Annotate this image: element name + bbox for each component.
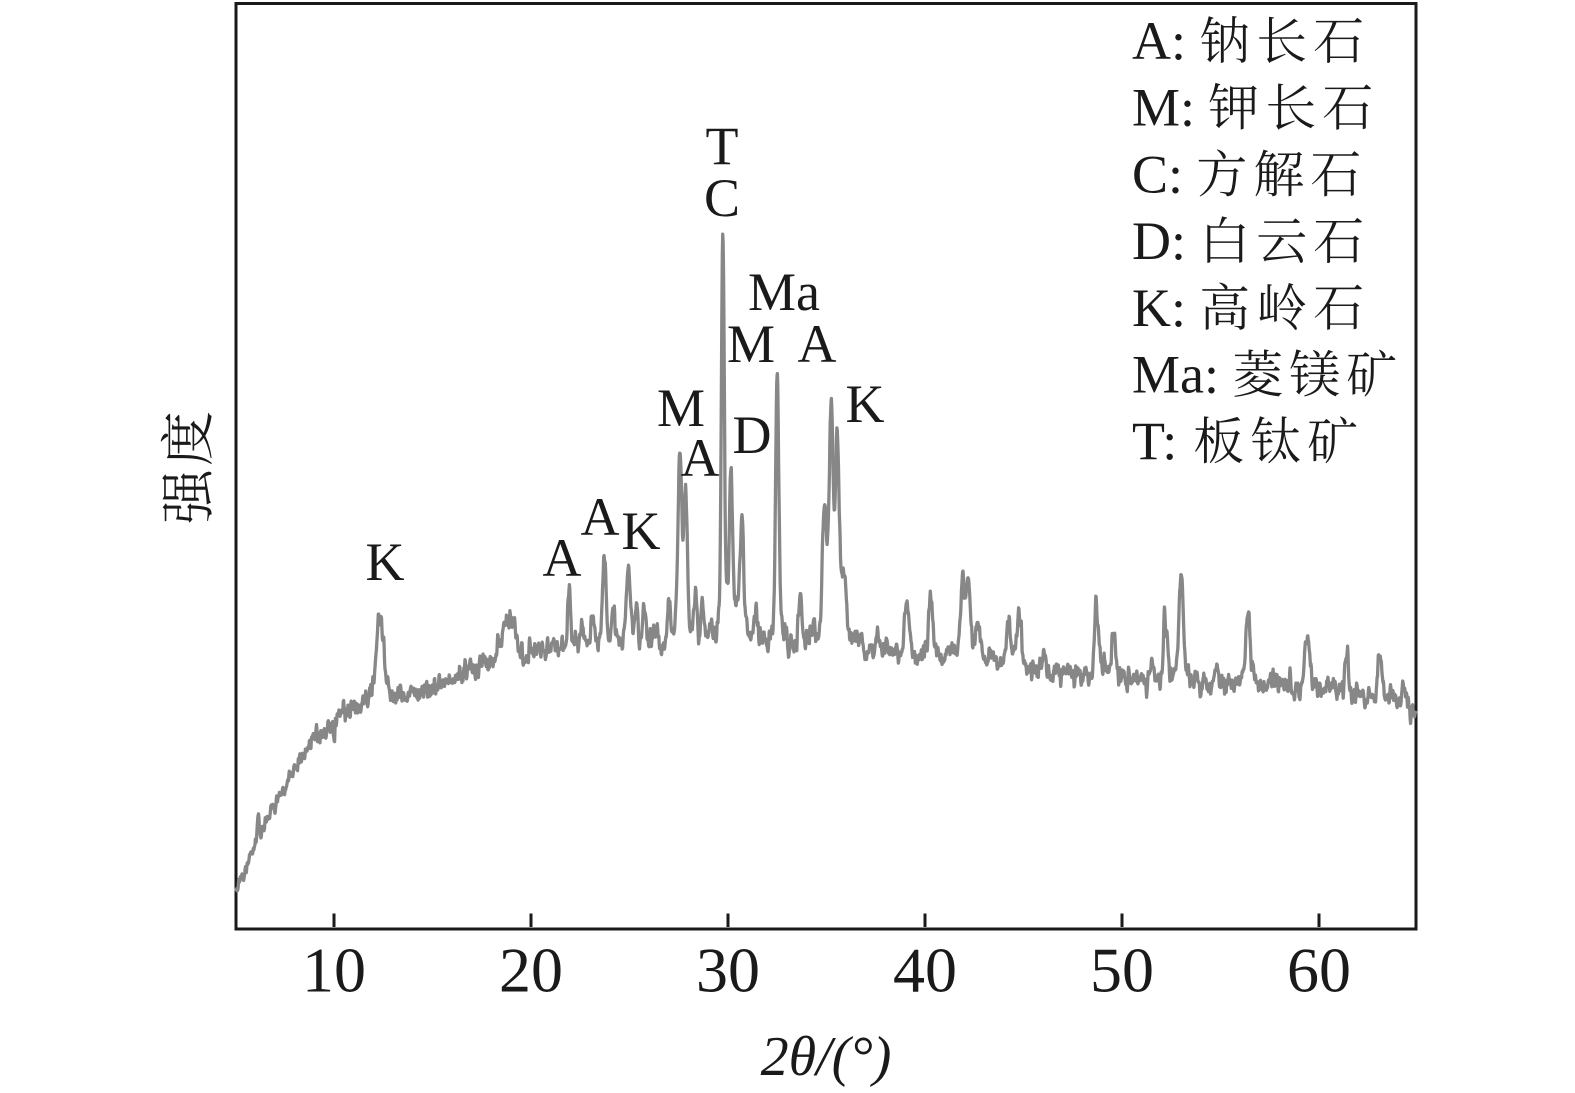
svg-text:K: K	[622, 501, 661, 561]
svg-text:20: 20	[499, 935, 563, 1006]
svg-text:C:: C:	[1132, 144, 1183, 204]
svg-text:K: K	[366, 532, 405, 592]
svg-text:60: 60	[1287, 935, 1351, 1006]
svg-text:A: A	[798, 314, 837, 374]
svg-text:Ma: Ma	[748, 262, 820, 322]
svg-text:A:: A:	[1132, 11, 1186, 71]
svg-text:M: M	[727, 314, 775, 374]
svg-text:30: 30	[696, 935, 760, 1006]
svg-text:2θ/(°): 2θ/(°)	[761, 1026, 892, 1088]
svg-text:K: K	[846, 374, 885, 434]
svg-text:40: 40	[893, 935, 957, 1006]
svg-text:M: M	[657, 378, 705, 438]
svg-text:D:: D:	[1132, 211, 1186, 271]
svg-text:A: A	[581, 487, 620, 547]
svg-text:T: T	[706, 116, 739, 176]
svg-text:Ma:: Ma:	[1132, 345, 1219, 405]
svg-text:D: D	[733, 405, 772, 465]
svg-text:K:: K:	[1132, 278, 1186, 338]
svg-text:50: 50	[1090, 935, 1154, 1006]
svg-text:A: A	[543, 528, 582, 588]
svg-text:C: C	[704, 168, 740, 228]
svg-text:M:: M:	[1132, 78, 1195, 138]
svg-text:A: A	[681, 428, 720, 488]
svg-text:T:: T:	[1132, 411, 1177, 471]
svg-text:10: 10	[302, 935, 366, 1006]
